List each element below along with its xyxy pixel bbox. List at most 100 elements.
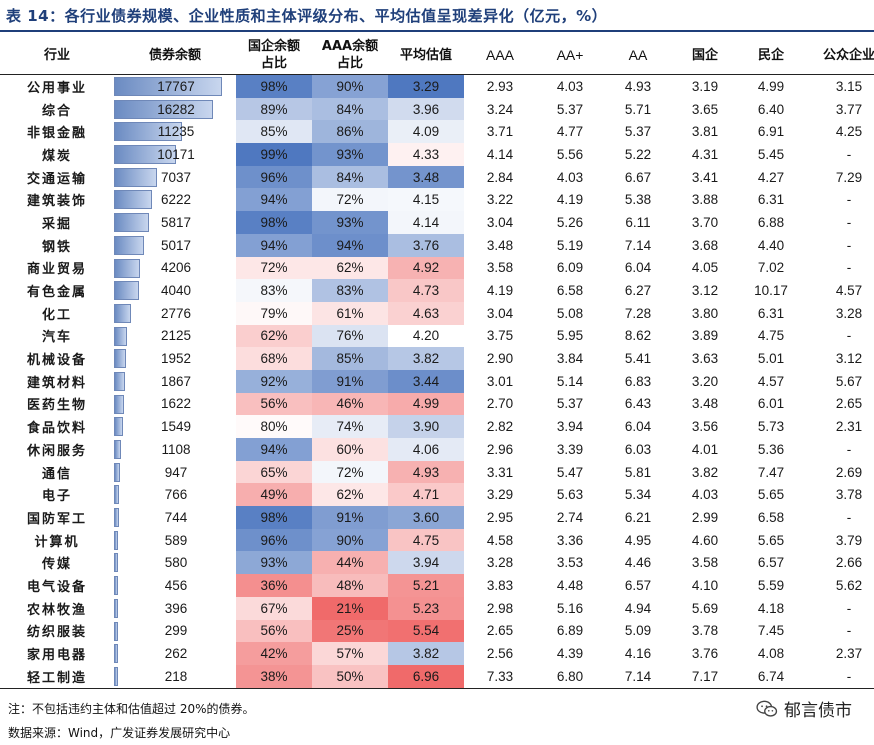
cell-industry: 农林牧渔 xyxy=(26,602,87,618)
balance-bar xyxy=(114,213,150,233)
cell-aa-plus: 5.19 xyxy=(556,237,584,253)
cell-aaa-share: 44% xyxy=(312,551,388,575)
cell-aa: 5.37 xyxy=(624,124,652,140)
cell-aaa-share: 84% xyxy=(312,97,388,121)
cell-aa: 5.22 xyxy=(624,146,652,162)
cell-aa: 4.94 xyxy=(624,600,652,616)
cell-industry: 综合 xyxy=(41,103,72,119)
cell-industry: 化工 xyxy=(41,307,72,323)
cell-soe: 3.89 xyxy=(691,328,719,344)
cell-aa: 7.14 xyxy=(624,237,652,253)
cell-soe: 4.31 xyxy=(691,146,719,162)
cell-industry: 煤炭 xyxy=(41,148,72,164)
cell-soe-share: 56% xyxy=(236,619,312,643)
cell-aa-plus: 6.58 xyxy=(556,283,584,299)
balance-value: 218 xyxy=(164,668,188,684)
cell-aa-plus: 3.53 xyxy=(556,555,584,571)
cell-aa-plus: 3.39 xyxy=(556,441,584,457)
balance-bar xyxy=(114,145,176,165)
cell-avg-val: 3.96 xyxy=(388,97,464,121)
cell-industry: 休闲服务 xyxy=(26,443,87,459)
table-row: 公用事业 17767 98% 90% 3.29 2.93 4.03 4.93 3.19 4.99 3… xyxy=(0,74,874,98)
cell-private: 7.47 xyxy=(757,464,785,480)
cell-aa: 6.03 xyxy=(624,441,652,457)
table-row: 电子 766 49% 62% 4.71 3.29 5.63 5.34 4.03 5.65 3.78 xyxy=(0,483,874,507)
cell-soe: 4.03 xyxy=(691,487,719,503)
cell-balance: 1952 xyxy=(114,347,236,370)
table-row: 采掘 5817 98% 93% 4.14 3.04 5.26 6.11 3.70 6.88 - xyxy=(0,211,874,234)
cell-public: 2.66 xyxy=(835,555,863,571)
cell-soe-share: 72% xyxy=(236,256,312,280)
table-row: 电气设备 456 36% 48% 5.21 3.83 4.48 6.57 4.10 5.59 5.6… xyxy=(0,574,874,597)
cell-balance: 4206 xyxy=(114,257,236,280)
cell-aaa-share: 86% xyxy=(312,120,388,144)
cell-balance: 1867 xyxy=(114,370,236,393)
cell-balance: 1108 xyxy=(114,438,236,461)
cell-industry: 食品饮料 xyxy=(26,421,87,437)
balance-value: 6222 xyxy=(160,192,192,208)
cell-avg-val: 3.60 xyxy=(388,506,464,529)
cell-aaa: 2.56 xyxy=(486,646,514,662)
balance-bar xyxy=(114,349,126,369)
table-row: 计算机 589 96% 90% 4.75 4.58 3.36 4.95 4.60 5.65 3.79 xyxy=(0,528,874,552)
cell-aaa: 2.98 xyxy=(486,600,514,616)
cell-private: 6.57 xyxy=(757,555,785,571)
cell-soe: 3.68 xyxy=(691,237,719,253)
cell-industry: 钢铁 xyxy=(41,239,72,255)
cell-balance: 16282 xyxy=(114,98,236,121)
cell-aa-plus: 5.95 xyxy=(556,328,584,344)
header-industry: 行业 xyxy=(0,36,114,75)
header-aaa: AAA xyxy=(464,36,536,75)
cell-public: 4.57 xyxy=(835,283,863,299)
cell-soe: 3.41 xyxy=(691,169,719,185)
cell-public: - xyxy=(846,214,852,230)
balance-value: 1867 xyxy=(160,373,192,389)
cell-public: - xyxy=(846,328,852,344)
cell-avg-val: 4.15 xyxy=(388,188,464,212)
cell-aaa: 3.58 xyxy=(486,260,514,276)
cell-soe: 3.76 xyxy=(691,646,719,662)
cell-soe: 3.56 xyxy=(691,419,719,435)
cell-balance: 6222 xyxy=(114,188,236,211)
balance-bar xyxy=(114,235,145,255)
cell-avg-val: 4.33 xyxy=(388,143,464,166)
cell-aaa-share: 21% xyxy=(312,596,388,620)
cell-aa-plus: 4.03 xyxy=(556,78,584,94)
cell-aaa: 3.31 xyxy=(486,464,514,480)
cell-industry: 医药生物 xyxy=(26,398,87,414)
table-title: 表 14：各行业债券规模、企业性质和主体评级分布、平均估值呈现差异化（亿元，%） xyxy=(6,7,608,25)
balance-bar xyxy=(114,77,222,96)
balance-bar xyxy=(114,258,140,278)
header-balance: 债券余额 xyxy=(114,36,236,75)
cell-soe: 4.05 xyxy=(691,260,719,276)
cell-industry: 轻工制造 xyxy=(0,664,114,689)
cell-aa: 5.38 xyxy=(624,192,652,208)
cell-aa-plus: 2.74 xyxy=(556,509,584,525)
cell-public: 2.37 xyxy=(835,646,863,662)
header-soe-share: 国企余额 占比 xyxy=(236,36,312,75)
balance-value: 1549 xyxy=(160,419,192,435)
cell-avg-val: 4.93 xyxy=(388,460,464,484)
cell-public: 5.62 xyxy=(835,577,863,593)
cell-soe: 4.10 xyxy=(691,577,719,593)
cell-soe-share: 94% xyxy=(236,233,312,257)
cell-aaa: 4.19 xyxy=(486,283,514,299)
cell-public: 5.67 xyxy=(835,373,863,389)
balance-bar xyxy=(114,99,213,119)
cell-balance: 5017 xyxy=(114,234,236,257)
cell-balance: 2776 xyxy=(114,302,236,325)
cell-industry: 纺织服装 xyxy=(26,625,87,641)
cell-soe: 5.69 xyxy=(691,600,719,616)
cell-aa-plus: 5.26 xyxy=(556,214,584,230)
header-avg-val: 平均估值 xyxy=(388,36,464,75)
cell-aa-plus: 4.19 xyxy=(556,192,584,208)
balance-value: 1622 xyxy=(160,396,192,412)
table-row: 化工 2776 79% 61% 4.63 3.04 5.08 7.28 3.80 6.31 3.28 xyxy=(0,301,874,325)
cell-aa: 7.14 xyxy=(604,664,672,689)
cell-aa: 4.95 xyxy=(624,532,652,548)
cell-avg-val: 3.29 xyxy=(388,74,464,98)
cell-public: - xyxy=(846,600,852,616)
cell-aa: 5.34 xyxy=(624,487,652,503)
cell-aaa: 2.65 xyxy=(486,623,514,639)
balance-value: 10171 xyxy=(157,146,195,162)
